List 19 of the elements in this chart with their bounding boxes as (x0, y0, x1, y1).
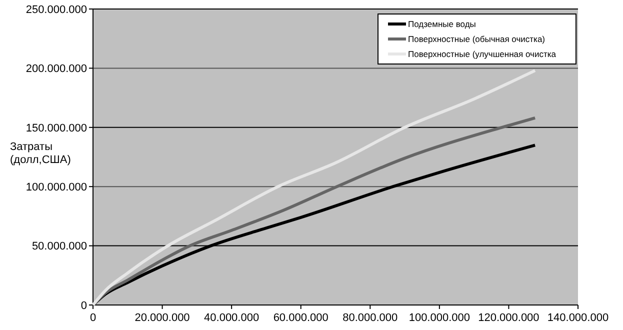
y-tick-label: 200.000.000 (26, 63, 87, 76)
legend-label: Поверхностные (обычная очистка) (408, 34, 546, 44)
y-tick-label: 100.000.000 (26, 181, 87, 194)
x-tick-label: 80.000.000 (342, 312, 398, 324)
y-tick-label: 0 (80, 300, 87, 312)
legend-label: Подземные воды (408, 18, 476, 29)
x-tick-label: 20.000.000 (134, 312, 190, 324)
x-tick-label: 0 (90, 312, 96, 324)
x-tick-label: 100.000.000 (408, 312, 470, 324)
y-axis-title: Затраты (долл,США) (10, 141, 71, 166)
y-tick-label: 250.000.000 (26, 4, 87, 16)
line-series (92, 69, 537, 306)
x-tick-label: 40.000.000 (204, 312, 260, 324)
x-tick-label: 120.000.000 (478, 312, 540, 324)
y-tick-label: 150.000.000 (26, 122, 87, 134)
y-tick-label: 50.000.000 (32, 240, 87, 253)
legend-label: Поверхностные (улучшенная очистка (408, 48, 556, 59)
x-tick-label: 60.000.000 (273, 312, 328, 324)
x-tick-label: 140.000.000 (547, 312, 609, 324)
